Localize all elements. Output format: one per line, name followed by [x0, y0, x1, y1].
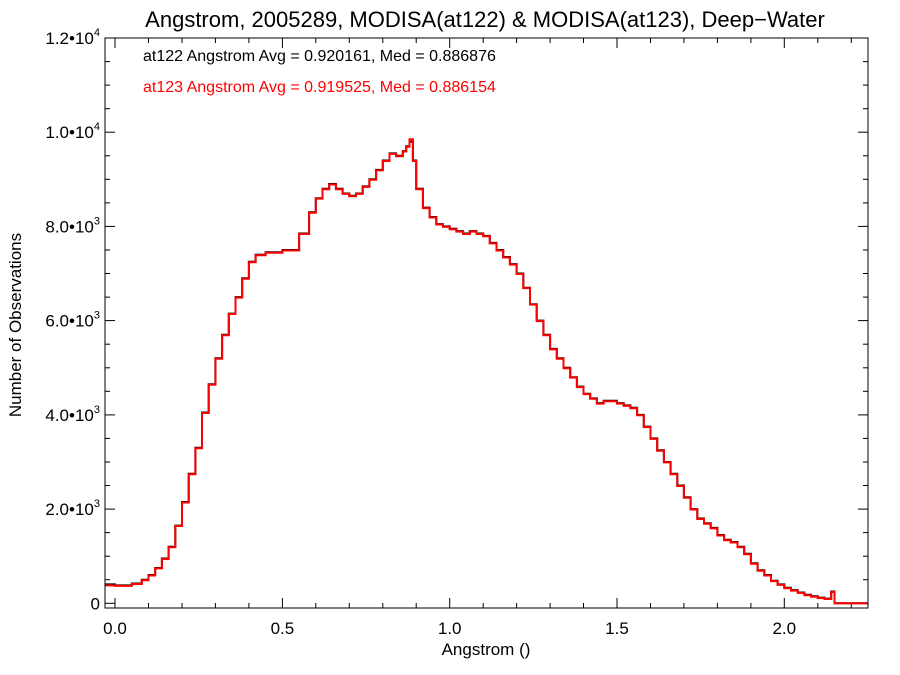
y-tick-label: 8.0•103: [45, 215, 100, 236]
legend-entry-at123: at123 Angstrom Avg = 0.919525, Med = 0.8…: [143, 79, 496, 96]
x-tick-label: 0.5: [271, 619, 295, 638]
y-tick-label: 0: [91, 594, 100, 613]
y-tick-label: 2.0•103: [45, 498, 100, 519]
series-line-at122: [105, 140, 868, 605]
x-tick-label: 2.0: [772, 619, 796, 638]
series-line-at123: [105, 138, 868, 605]
chart-title: Angstrom, 2005289, MODISA(at122) & MODIS…: [145, 7, 825, 32]
x-tick-label: 1.5: [605, 619, 629, 638]
y-tick-label: 6.0•103: [45, 310, 100, 331]
x-axis: 0.0 0.5 1.0 1.5 2.0: [103, 38, 852, 638]
x-tick-label: 1.0: [438, 619, 462, 638]
y-tick-label: 1.2•104: [45, 27, 100, 48]
y-tick-label: 4.0•103: [45, 404, 100, 425]
x-axis-label: Angstrom (): [442, 640, 531, 659]
plot-frame: [104, 37, 869, 609]
x-tick-label: 0.0: [103, 619, 127, 638]
y-axis: 0 2.0•103 4.0•103 6.0•103 8.0•103 1.0•104 1.2•…: [45, 27, 868, 613]
y-axis-label: Number of Observations: [6, 233, 25, 417]
series-layer: [105, 138, 868, 605]
legend-entry-at122: at122 Angstrom Avg = 0.920161, Med = 0.8…: [143, 48, 496, 65]
y-tick-label: 1.0•104: [45, 121, 100, 142]
